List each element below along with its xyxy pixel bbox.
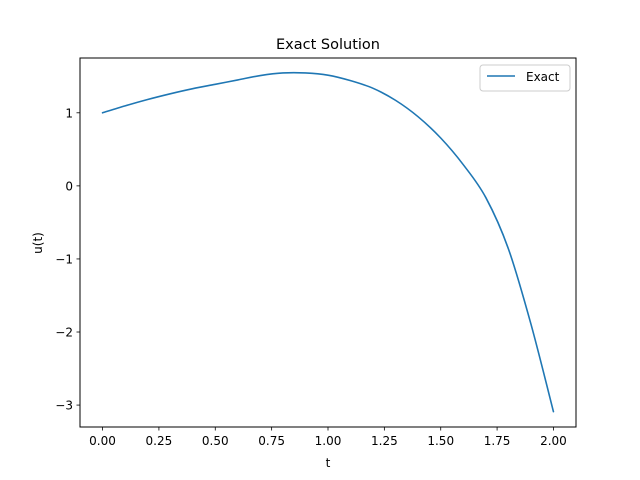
x-tick-label: 0.25 [146,434,173,448]
y-tick-label: −1 [55,252,73,266]
y-axis-ticks: −3 −2 −1 0 1 [55,106,80,413]
x-tick-label: 0.75 [258,434,285,448]
x-axis-ticks: 0.00 0.25 0.50 0.75 1.00 1.25 1.50 1.75 2.00 [89,427,567,448]
series-layer [101,71,555,413]
legend-box [479,64,571,92]
legend-label-exact: Exact [526,70,560,84]
x-tick-label: 1.75 [484,434,511,448]
x-tick-label: 2.00 [540,434,567,448]
x-axis-label: t [326,456,331,470]
x-tick-label: 0.00 [89,434,116,448]
y-tick-label: −2 [55,326,73,340]
plot-background [80,58,576,427]
y-tick-label: 0 [65,179,73,193]
x-tick-label: 1.00 [315,434,342,448]
y-tick-label: −3 [55,399,73,413]
plot-area [79,57,577,428]
x-tick-label: 1.25 [371,434,398,448]
legend: Exact [479,64,571,92]
y-axis-label: u(t) [31,232,45,254]
chart-title: Exact Solution [276,37,380,53]
y-tick-label: 1 [65,106,73,120]
x-tick-label: 1.50 [427,434,454,448]
x-tick-label: 0.50 [202,434,229,448]
series-line-exact [101,71,555,413]
